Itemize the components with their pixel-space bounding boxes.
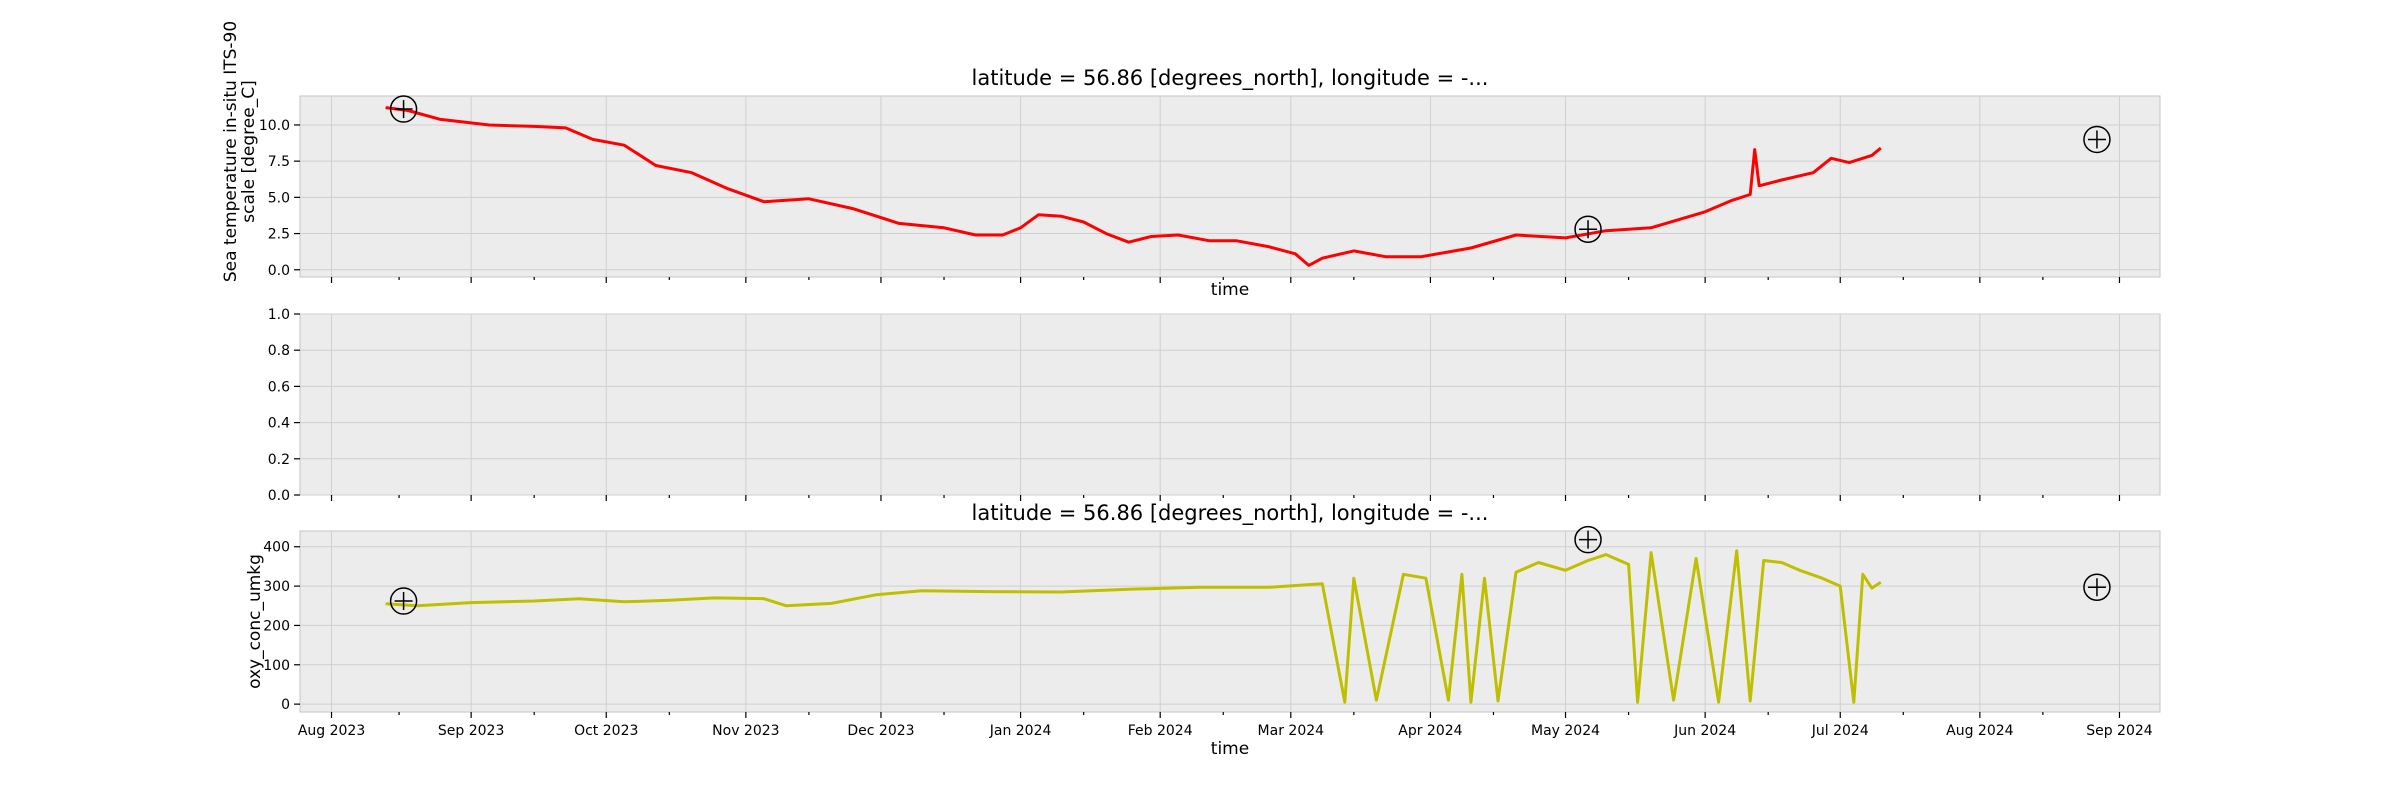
- y-tick-label: 10.0: [259, 118, 290, 134]
- x-tick-label: Jun 2024: [1673, 723, 1736, 739]
- marker-circle: [2083, 573, 2111, 602]
- axes-panel-2: 0.0 0.2 0.4 0.6 0.8 1.0: [268, 307, 2161, 504]
- x-axis-label: time: [1211, 280, 1249, 300]
- y-tick-label: 2.5: [268, 227, 290, 243]
- x-tick-label: Mar 2024: [1258, 723, 1325, 739]
- x-tick-label: Aug 2023: [298, 723, 365, 739]
- x-tick-label: Oct 2023: [574, 723, 638, 739]
- x-tick-label: Feb 2024: [1128, 723, 1193, 739]
- data-series-line: [385, 106, 1882, 267]
- marker-circle: [2083, 125, 2111, 154]
- crosshair-marker: [389, 95, 418, 123]
- marker-circle: [1574, 525, 1602, 554]
- y-tick-label: 200: [263, 618, 290, 634]
- y-tick-label: 0.8: [268, 343, 290, 359]
- x-tick-label: May 2024: [1531, 723, 1600, 739]
- y-tick-label: 0: [281, 697, 290, 713]
- y-axis-label-line: Sea temperature in-situ ITS-90: [221, 21, 241, 282]
- marker-circle: [389, 587, 418, 615]
- axes-title: latitude = 56.86 [degrees_north], longit…: [972, 66, 1489, 91]
- y-tick-label: 0.6: [268, 379, 290, 395]
- x-tick-label: Sep 2023: [438, 723, 504, 739]
- x-tick-label: Dec 2023: [847, 723, 914, 739]
- y-tick-label: 0.2: [268, 452, 290, 468]
- axes-title: latitude = 56.86 [degrees_north], longit…: [972, 501, 1489, 526]
- axes-panel-3: 0 100 200 300 400 Aug 2023 Sep 2023 Oct 2023 Nov…: [245, 501, 2161, 759]
- plot-area: [299, 313, 2161, 496]
- data-series-line: [385, 549, 1882, 704]
- y-tick-label: 400: [263, 540, 290, 556]
- plot-area: [299, 95, 2161, 278]
- marker-circle: [389, 95, 418, 123]
- y-tick-label: 100: [263, 658, 290, 674]
- y-tick-label: 300: [263, 579, 290, 595]
- crosshair-marker: [2083, 125, 2111, 154]
- x-tick-label: Jan 2024: [989, 723, 1052, 739]
- x-tick-label: Sep 2024: [2086, 723, 2153, 739]
- crosshair-marker: [389, 587, 418, 615]
- y-tick-label: 7.5: [268, 154, 290, 170]
- x-tick-label: Apr 2024: [1398, 723, 1462, 739]
- x-tick-label: Jul 2024: [1811, 723, 1869, 739]
- x-tick-label: Aug 2024: [1946, 723, 2014, 739]
- y-tick-label: 5.0: [268, 190, 290, 206]
- y-tick-label: 0.0: [268, 263, 290, 279]
- y-tick-label: 0.0: [268, 488, 290, 504]
- y-tick-label: 1.0: [268, 307, 290, 323]
- marker-circle: [1574, 215, 1602, 243]
- x-tick-label: Nov 2023: [712, 723, 779, 739]
- crosshair-marker: [1574, 525, 1602, 554]
- crosshair-marker: [1574, 215, 1602, 243]
- axes-panel-1: 0.0 2.5 5.0 7.5 10.0 latitude = 56.86 [degree…: [221, 21, 2161, 300]
- y-tick-label: 0.4: [268, 416, 290, 432]
- crosshair-marker: [2083, 573, 2111, 602]
- x-axis-label: time: [1211, 739, 1249, 759]
- y-axis-label-line: scale [degree_C]: [239, 80, 259, 222]
- y-axis-label: oxy_conc_umkg: [245, 554, 265, 689]
- plot-area: [299, 530, 2161, 713]
